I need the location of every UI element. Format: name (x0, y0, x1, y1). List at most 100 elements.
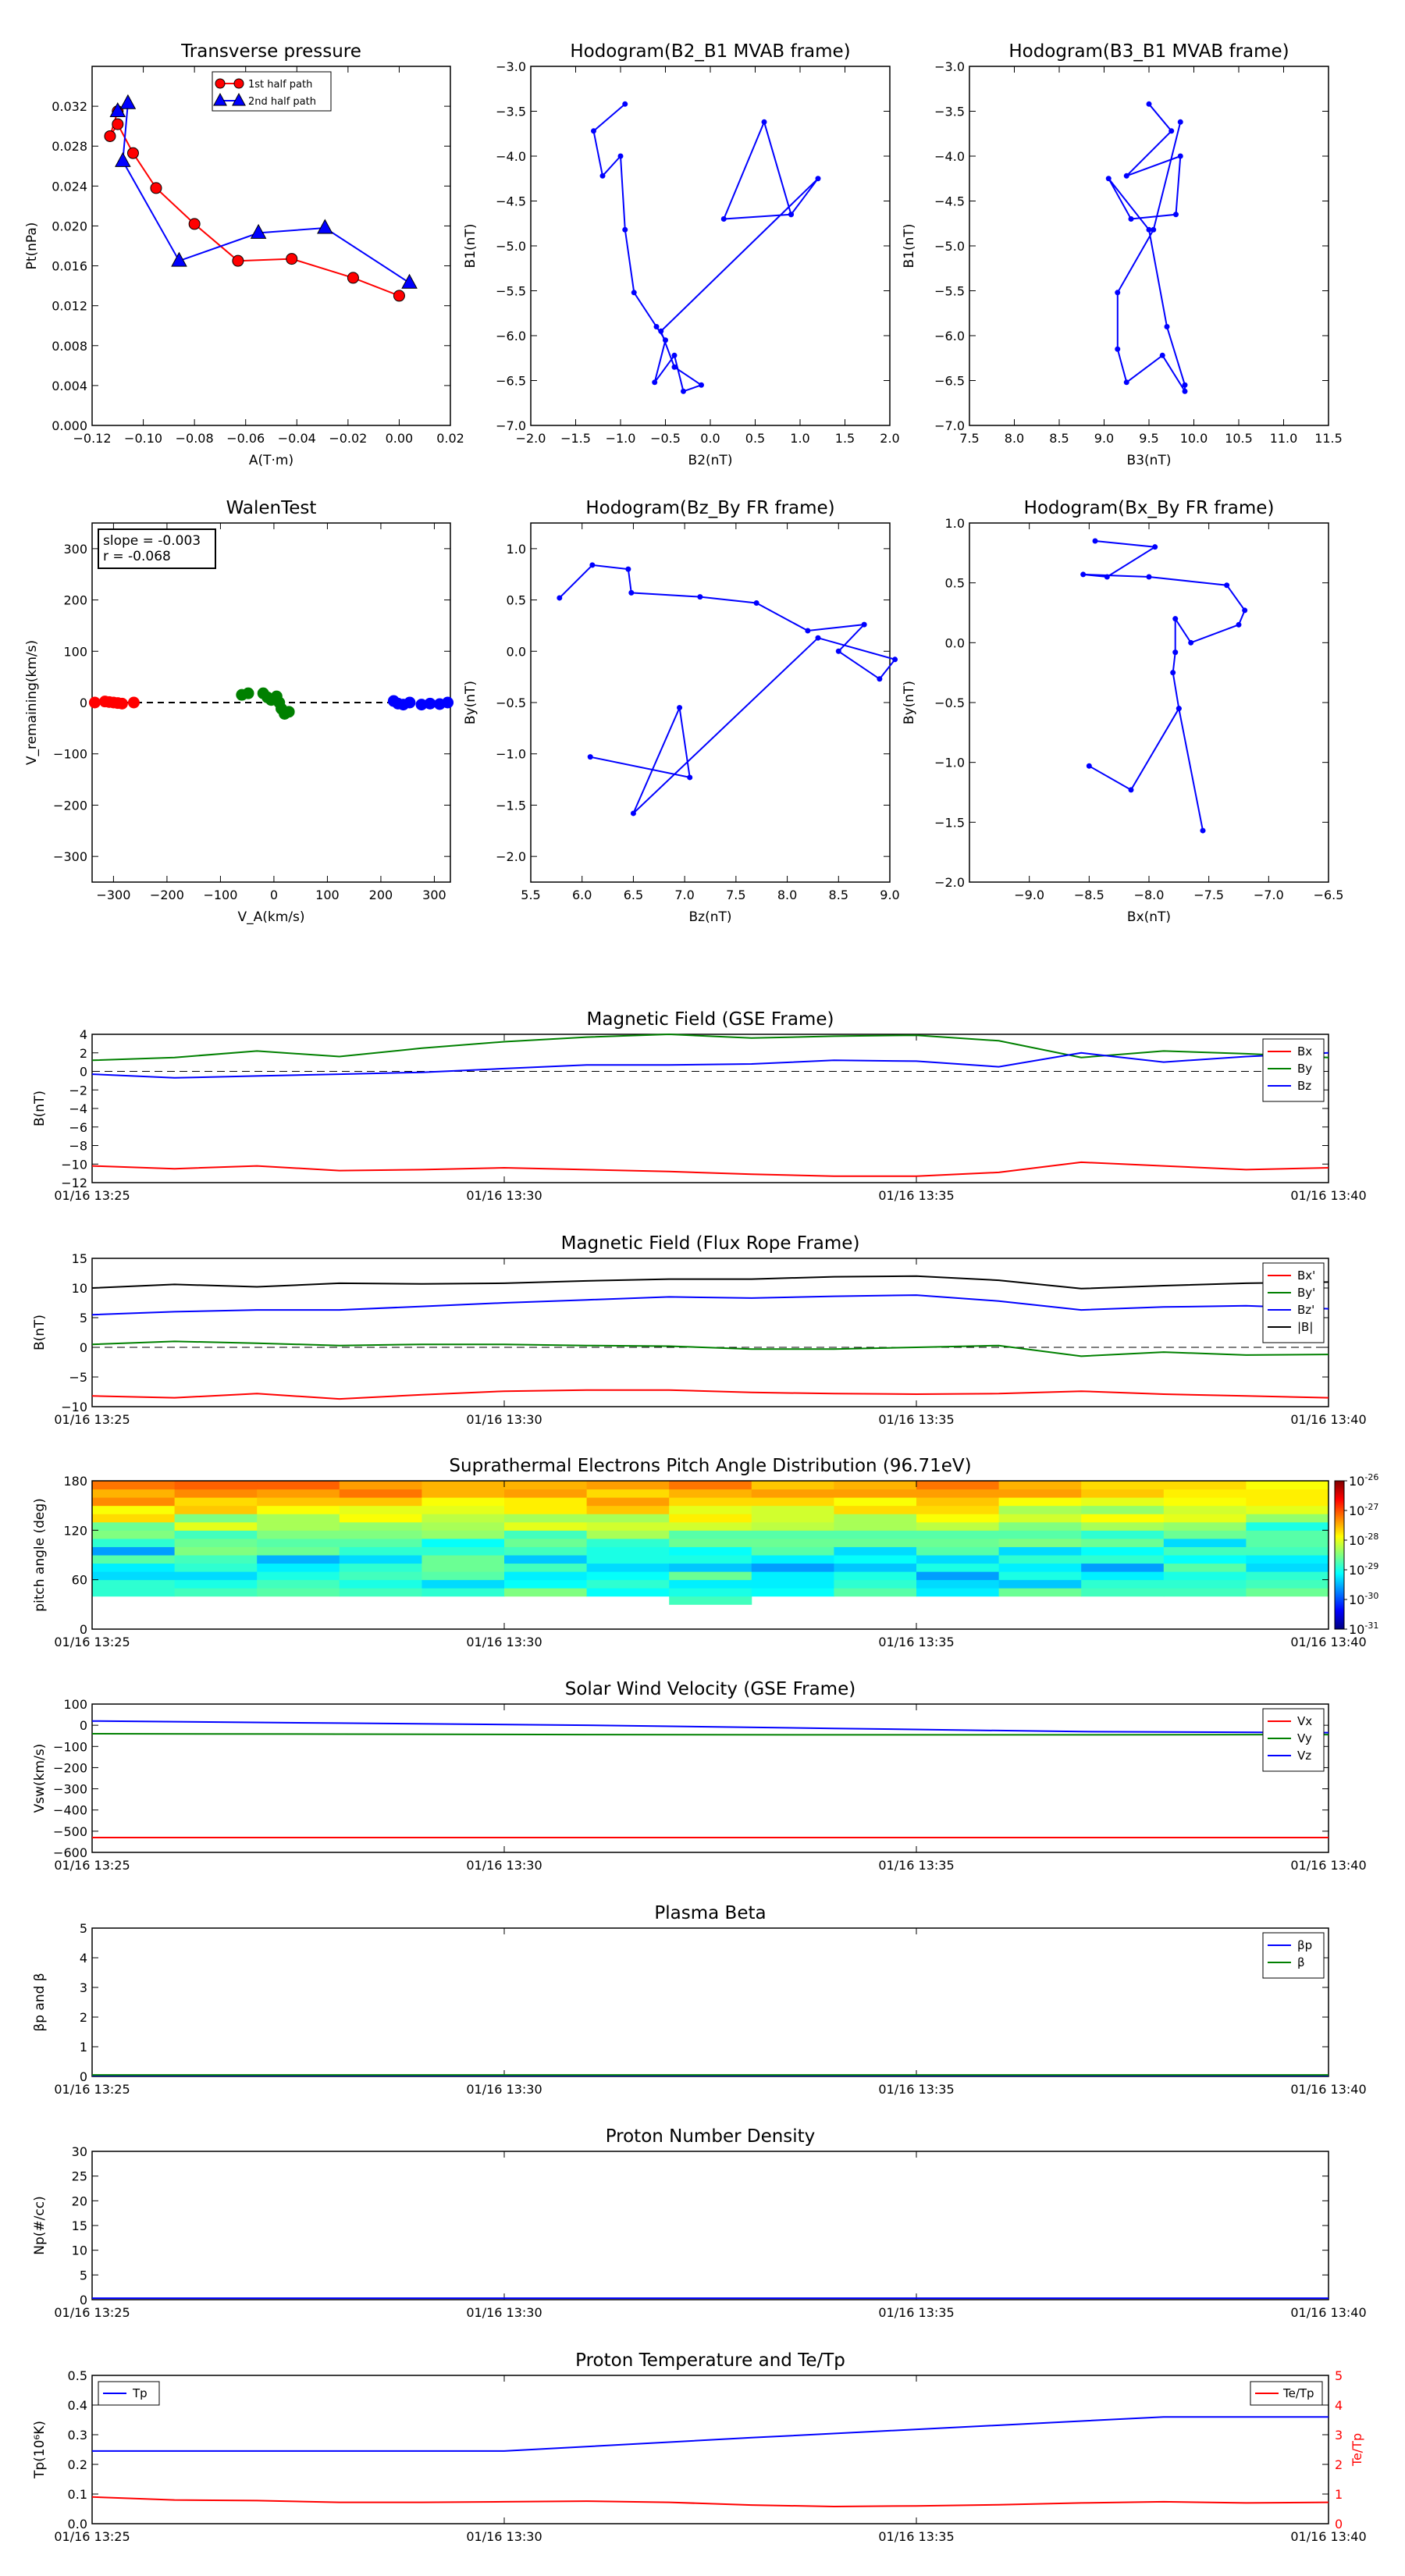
y-tick-label: 10 (72, 1281, 87, 1296)
heatmap-cell (92, 1571, 176, 1581)
y-tick-label: 2 (80, 1046, 87, 1061)
y-tick-label: −2.0 (496, 849, 526, 864)
heatmap-cell (834, 1514, 917, 1523)
heatmap-cell (422, 1489, 505, 1498)
dot-marker (697, 594, 703, 600)
heatmap-cell (916, 1530, 1000, 1539)
x-tick-label: 01/16 13:40 (1290, 1188, 1366, 1203)
x-tick-label: 10.5 (1225, 431, 1253, 446)
y2-tick-label: 1 (1335, 2487, 1343, 2502)
chart-np: Proton Number Density 01/16 13:25 01/16 13… (32, 2126, 1367, 2320)
series-line (559, 564, 897, 814)
circle-marker (393, 290, 405, 302)
dot-marker (681, 388, 686, 394)
heatmap-cell (257, 1588, 340, 1597)
chart-title: Suprathermal Electrons Pitch Angle Distr… (449, 1456, 971, 1476)
heatmap-cell (1081, 1481, 1165, 1490)
legend-label: Vx (1297, 1714, 1312, 1728)
y-tick-label: 0 (80, 696, 87, 710)
circle-marker (188, 218, 201, 230)
series-line (91, 1161, 1329, 1177)
y-tick-label: 200 (63, 593, 87, 608)
x-tick-label: 01/16 13:35 (878, 1858, 954, 1873)
heatmap-cell (751, 1555, 834, 1564)
x-axis-label: A(T·m) (249, 453, 293, 468)
scatter-point (127, 696, 140, 709)
heatmap-cell (998, 1555, 1082, 1564)
y-tick-label: −1.0 (496, 747, 526, 762)
triangle-marker (401, 273, 418, 289)
dot-marker (1128, 216, 1134, 222)
y-tick-label: −100 (53, 1739, 87, 1754)
x-tick-label: 01/16 13:30 (466, 2305, 542, 2320)
chart-title: Magnetic Field (GSE Frame) (587, 1009, 834, 1030)
triangle-marker (109, 101, 126, 117)
heatmap-cell (834, 1489, 917, 1498)
chart-h3: Hodogram(Bz_By FR frame) 5.5 6.0 6.5 7.0 7.5 8… (463, 498, 900, 925)
y-tick-label: −300 (53, 1782, 87, 1797)
y-tick-label: 5 (80, 1311, 87, 1325)
heatmap-cell (1163, 1514, 1247, 1523)
colorbar-tick-exponent: -31 (1364, 1621, 1378, 1631)
legend-box (1262, 1708, 1325, 1772)
heatmap-cell (998, 1521, 1082, 1531)
heatmap-cell (339, 1555, 422, 1564)
legend-label: 2nd half path (248, 96, 316, 108)
heatmap-cell (1163, 1555, 1247, 1564)
legend-marker (213, 92, 227, 106)
dot-marker (1173, 212, 1179, 218)
dot-marker (622, 226, 628, 233)
dot-marker (663, 337, 668, 343)
heatmap-cell (834, 1481, 917, 1490)
heatmap-cell (586, 1538, 670, 1547)
dot-marker (653, 324, 660, 329)
y-tick-label: 0.028 (52, 139, 87, 154)
heatmap-cell (916, 1538, 1000, 1547)
heatmap-cell (174, 1546, 258, 1556)
heatmap-cell (504, 1555, 588, 1564)
heatmap-cell (1081, 1555, 1165, 1564)
triangle-marker (115, 151, 131, 167)
dot-marker (587, 754, 593, 760)
heatmap-cell (669, 1546, 752, 1556)
heatmap-cell (586, 1497, 670, 1507)
heatmap-cell (339, 1521, 422, 1531)
series-line (592, 103, 819, 393)
y-tick-label: 2 (80, 2010, 87, 2025)
circle-marker (126, 147, 139, 159)
y2-tick-label: 0 (1335, 2517, 1343, 2532)
y-tick-label: 100 (63, 644, 87, 659)
dot-marker (1182, 388, 1188, 394)
dot-marker (628, 589, 635, 596)
plot-frame (91, 2375, 1329, 2524)
dot-marker (1146, 574, 1152, 580)
chart-vsw: Solar Wind Velocity (GSE Frame) 01/16 13:… (32, 1679, 1367, 1873)
heatmap-cell (92, 1514, 176, 1523)
x-tick-label: −7.5 (1193, 888, 1224, 902)
y-tick-label: −12 (61, 1176, 87, 1190)
legend-label: Bx (1297, 1044, 1312, 1059)
heatmap-cell (339, 1579, 422, 1589)
dot-marker (631, 290, 637, 296)
dot-marker (625, 566, 631, 572)
heatmap-cell (834, 1538, 917, 1547)
x-tick-label: 5.5 (521, 888, 540, 902)
heatmap-cell (586, 1505, 670, 1514)
heatmap-cell (751, 1530, 834, 1539)
circle-marker (104, 130, 116, 142)
y-axis-label: B1(nT) (463, 224, 478, 269)
heatmap-cell (669, 1497, 752, 1507)
dot-marker (835, 648, 841, 654)
dot-marker (1168, 128, 1175, 134)
heatmap-cell (916, 1555, 1000, 1564)
colorbar-tick-exponent: -30 (1364, 1591, 1378, 1601)
y2-tick-label: 3 (1335, 2428, 1343, 2443)
chart-h4: Hodogram(Bx_By FR frame) −9.0 −8.5 −8.0 −7.5… (902, 498, 1343, 925)
heatmap-cell (586, 1579, 670, 1589)
heatmap-cell (1163, 1521, 1247, 1531)
x-tick-label: 01/16 13:25 (54, 1188, 130, 1203)
dot-marker (589, 562, 596, 568)
y-tick-label: 4 (80, 1027, 87, 1042)
y-tick-label: 1 (80, 2040, 87, 2055)
y-tick-label: 180 (63, 1474, 87, 1489)
